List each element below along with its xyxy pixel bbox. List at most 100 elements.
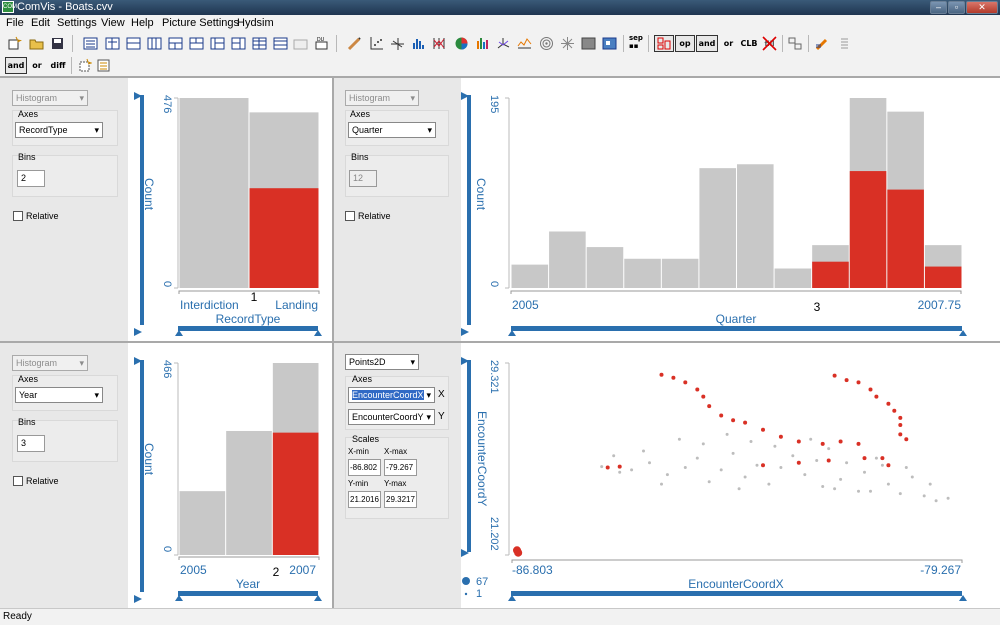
- image-icon[interactable]: [580, 35, 597, 52]
- or-button[interactable]: or: [723, 39, 734, 48]
- layout-2-icon[interactable]: [104, 35, 121, 52]
- layout-6-icon[interactable]: [188, 35, 205, 52]
- layout-1-icon[interactable]: [82, 35, 99, 52]
- menu-hydsim[interactable]: Hydsim: [237, 17, 274, 29]
- maximize-button[interactable]: ▫: [948, 1, 965, 14]
- parallel-coords-icon[interactable]: [431, 35, 448, 52]
- menu-picture-settings[interactable]: Picture Settings: [162, 17, 240, 29]
- open-folder-icon[interactable]: [28, 35, 45, 52]
- selection-list-icon[interactable]: [95, 57, 112, 74]
- quarter-bar-1[interactable]: [549, 231, 586, 288]
- and-button[interactable]: and: [696, 35, 718, 52]
- 3d-plot-icon[interactable]: [495, 35, 512, 52]
- scatter-plot-icon[interactable]: [368, 35, 385, 52]
- layout-9-icon[interactable]: [251, 35, 268, 52]
- menu-view[interactable]: View: [101, 17, 125, 29]
- line-graph-icon[interactable]: [516, 35, 533, 52]
- quarter-bins-input[interactable]: 12: [349, 170, 377, 187]
- year-relative-checkbox[interactable]: [13, 476, 23, 486]
- recordtype-bar-0[interactable]: [179, 98, 249, 288]
- points-xmax-input[interactable]: -79.267: [384, 459, 417, 476]
- map-icon[interactable]: [601, 35, 618, 52]
- layout-disabled-icon[interactable]: [292, 35, 309, 52]
- quarter-bar-5[interactable]: [699, 168, 736, 288]
- quarter-bar-0[interactable]: [511, 264, 549, 288]
- save-icon[interactable]: [49, 35, 66, 52]
- separate-button[interactable]: sep ▪▪: [629, 34, 643, 50]
- quarter-selected-bar-9[interactable]: [849, 171, 887, 288]
- bar-chart-icon[interactable]: [474, 35, 491, 52]
- quarter-selected-bar-8[interactable]: [812, 261, 849, 288]
- pie-chart-icon[interactable]: [453, 35, 470, 52]
- quarter-bar-7[interactable]: [774, 268, 812, 288]
- year-y-bottom-handle[interactable]: [134, 595, 142, 603]
- year-bar-0[interactable]: [179, 491, 226, 555]
- new-icon[interactable]: [6, 35, 23, 52]
- quarter-y-bottom-handle[interactable]: [461, 328, 469, 336]
- recordtype-vis-type-select[interactable]: Histogram: [12, 90, 88, 106]
- minimize-button[interactable]: –: [930, 1, 947, 14]
- grip-icon[interactable]: [836, 35, 853, 52]
- quarter-bar-2[interactable]: [586, 247, 624, 288]
- points-xmin-input[interactable]: -86.802: [348, 459, 381, 476]
- points-y-axis-select[interactable]: EncounterCoordY: [348, 409, 435, 425]
- points-ymin-input[interactable]: 21.2016: [348, 491, 381, 508]
- year-x-slider[interactable]: [178, 591, 318, 596]
- clb-button[interactable]: CLB: [740, 39, 758, 48]
- or-mode-button[interactable]: or: [32, 61, 42, 70]
- recordtype-axis-select[interactable]: RecordType: [15, 122, 103, 138]
- recordtype-y-slider[interactable]: [140, 95, 144, 325]
- quarter-x-slider[interactable]: [511, 326, 962, 331]
- duplicate-icon[interactable]: DU: [313, 35, 330, 52]
- menu-help[interactable]: Help: [131, 17, 154, 29]
- points-x-slider[interactable]: [511, 591, 962, 596]
- year-selected-bar-2[interactable]: [272, 432, 319, 555]
- points-x-axis-select[interactable]: EncounterCoordX: [348, 387, 435, 403]
- quarter-bar-6[interactable]: [737, 164, 774, 288]
- settings-pencil-icon[interactable]: [813, 35, 830, 52]
- quarter-relative-checkbox[interactable]: [345, 211, 355, 221]
- quarter-y-slider[interactable]: [467, 95, 471, 325]
- recordtype-x-slider[interactable]: [178, 326, 318, 331]
- zoom-icon[interactable]: [787, 35, 804, 52]
- points-ymax-input[interactable]: 29.3217: [384, 491, 417, 508]
- quarter-selected-bar-11[interactable]: [924, 266, 962, 288]
- quarter-axis-select[interactable]: Quarter: [348, 122, 436, 138]
- year-vis-type-select[interactable]: Histogram: [12, 355, 88, 371]
- menu-file[interactable]: File: [6, 17, 24, 29]
- recordtype-selected-bar-1[interactable]: [249, 188, 319, 288]
- recordtype-relative-checkbox[interactable]: [13, 211, 23, 221]
- layout-3-icon[interactable]: [125, 35, 142, 52]
- quarter-selected-bar-10[interactable]: [887, 189, 924, 288]
- layout-8-icon[interactable]: [230, 35, 247, 52]
- quarter-y-top-handle[interactable]: [461, 92, 469, 100]
- points-y-top-handle[interactable]: [461, 357, 469, 365]
- quarter-bar-4[interactable]: [661, 258, 699, 288]
- quarter-bar-3[interactable]: [624, 258, 661, 288]
- op-button[interactable]: op: [675, 35, 695, 52]
- menu-settings[interactable]: Settings: [57, 17, 97, 29]
- menu-edit[interactable]: Edit: [31, 17, 50, 29]
- brush-layout-icon[interactable]: [654, 35, 674, 52]
- pencil-icon[interactable]: [346, 35, 363, 52]
- and-mode-button[interactable]: and: [5, 57, 27, 74]
- year-y-top-handle[interactable]: [134, 357, 142, 365]
- star-glyph-icon[interactable]: [559, 35, 576, 52]
- layout-4-icon[interactable]: [146, 35, 163, 52]
- recordtype-y-top-handle[interactable]: [134, 92, 142, 100]
- layout-5-icon[interactable]: [167, 35, 184, 52]
- fill-toggle-button[interactable]: fill: [761, 35, 778, 52]
- layout-10-icon[interactable]: [272, 35, 289, 52]
- year-axis-select[interactable]: Year: [15, 387, 103, 403]
- recordtype-y-bottom-handle[interactable]: [134, 328, 142, 336]
- points-y-bottom-handle[interactable]: [461, 549, 469, 557]
- spiral-icon[interactable]: [538, 35, 555, 52]
- histogram-icon[interactable]: [410, 35, 427, 52]
- year-bins-input[interactable]: 3: [17, 435, 45, 452]
- quarter-vis-type-select[interactable]: Histogram: [345, 90, 419, 106]
- crosshair-icon[interactable]: [389, 35, 406, 52]
- points-vis-type-select[interactable]: Points2D: [345, 354, 419, 370]
- year-bar-1[interactable]: [226, 430, 272, 555]
- recordtype-bins-input[interactable]: 2: [17, 170, 45, 187]
- diff-mode-button[interactable]: diff: [50, 61, 66, 70]
